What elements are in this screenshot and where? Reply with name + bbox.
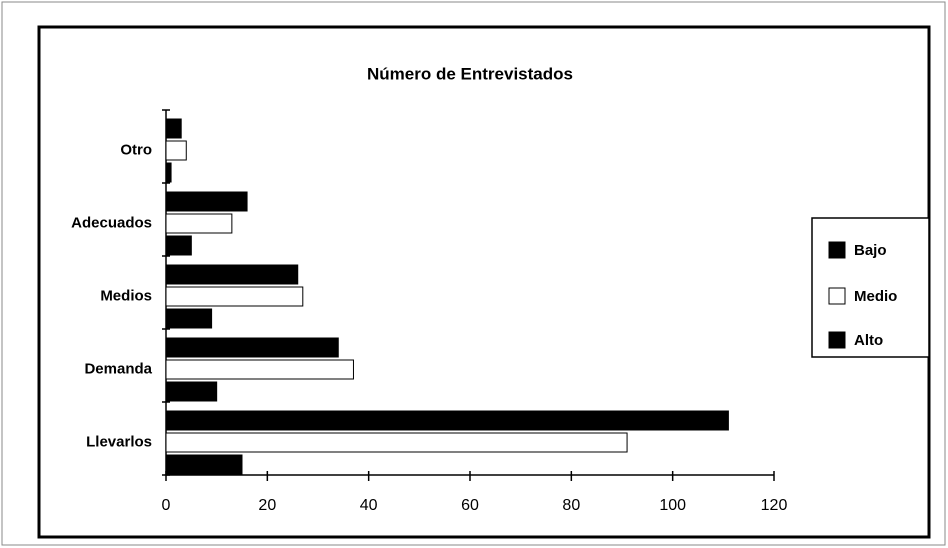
x-tick-label: 100 [659, 497, 686, 514]
bar [165, 264, 299, 285]
legend-swatch [828, 241, 846, 259]
chart-title: Número de Entrevistados [367, 64, 573, 83]
y-tick-label: Adecuados [71, 214, 152, 231]
legend-swatch [828, 287, 846, 305]
y-tick-label: Llevarlos [86, 433, 152, 450]
x-tick-label: 20 [258, 497, 276, 514]
x-tick-label: 40 [360, 497, 378, 514]
bar [165, 308, 213, 329]
legend-label: Alto [854, 332, 883, 349]
legend-label: Medio [854, 288, 897, 305]
y-tick-label: Medios [100, 287, 152, 304]
bar [165, 432, 628, 453]
y-tick-label: Demanda [84, 360, 152, 377]
bar [165, 162, 172, 183]
bar [165, 337, 339, 358]
legend-swatch [828, 331, 846, 349]
x-tick-label: 120 [761, 497, 788, 514]
legend-label: Bajo [854, 242, 887, 259]
bar [165, 140, 187, 161]
bar [165, 286, 304, 307]
x-tick-label: 80 [562, 497, 580, 514]
x-tick-label: 60 [461, 497, 479, 514]
x-tick-label: 0 [162, 497, 171, 514]
bar [165, 213, 233, 234]
bar [165, 118, 182, 139]
bar [165, 381, 218, 402]
bar [165, 454, 243, 475]
y-tick-label: Otro [120, 141, 152, 158]
bar [165, 191, 248, 212]
bar [165, 359, 354, 380]
bar [165, 410, 729, 431]
bar [165, 235, 192, 256]
